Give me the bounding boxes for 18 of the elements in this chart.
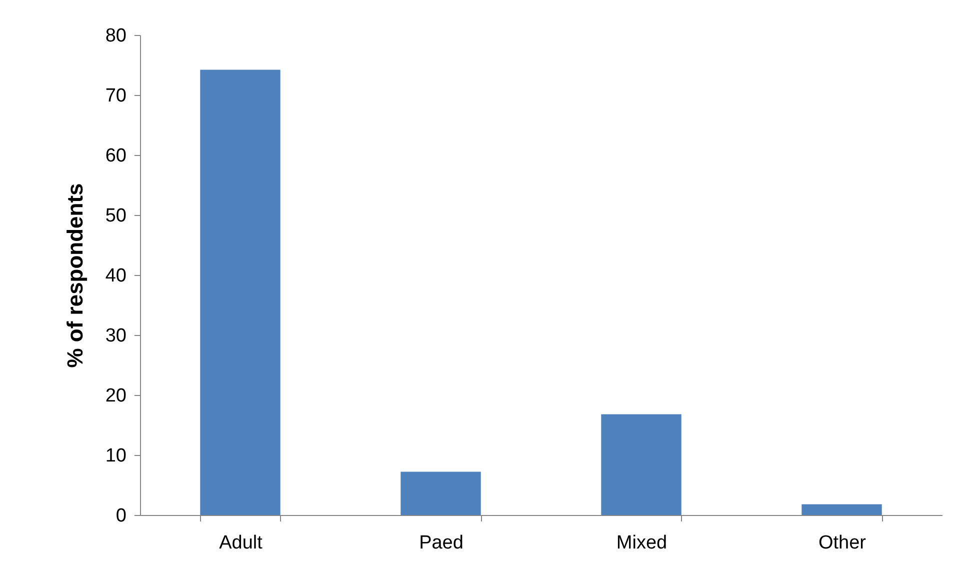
bar (802, 504, 882, 515)
y-tick-label: 10 (105, 446, 126, 466)
y-tick-label: 80 (105, 26, 126, 46)
y-tick-label: 0 (116, 506, 126, 526)
y-tick-label: 20 (105, 386, 126, 406)
bar (601, 414, 682, 515)
y-tick-label: 30 (105, 326, 126, 346)
x-tick-label: Mixed (616, 532, 668, 554)
x-tick-label: Adult (219, 532, 264, 554)
y-tick-label: 70 (105, 86, 126, 106)
x-tick-label: Other (818, 532, 867, 554)
bar (400, 472, 481, 515)
y-tick-label: 40 (105, 266, 126, 286)
x-tick-label: Paed (419, 532, 464, 554)
y-axis-title: % of respondents (62, 183, 88, 368)
bar (200, 70, 280, 515)
y-tick-label: 60 (105, 146, 126, 166)
y-tick-label: 50 (105, 206, 126, 226)
